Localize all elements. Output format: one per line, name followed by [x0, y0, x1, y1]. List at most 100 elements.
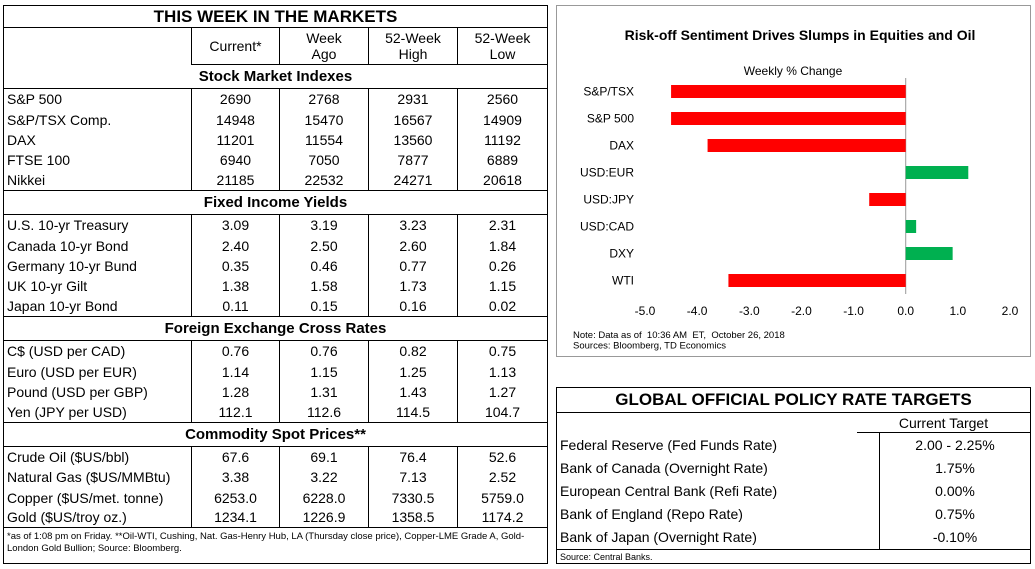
bar: [671, 112, 906, 125]
table-cell: 2690: [191, 89, 279, 110]
table-cell: 3.22: [279, 467, 368, 488]
x-tick-label: 1.0: [950, 304, 967, 318]
row-label: Federal Reserve (Fed Funds Rate): [557, 433, 880, 457]
row-label: Pound (USD per GBP): [7, 383, 148, 400]
table-cell: 2.40: [191, 235, 279, 256]
table-cell: 1234.1: [191, 507, 279, 529]
table-cell: 1.84: [457, 235, 547, 256]
y-tick-label: DXY: [609, 247, 634, 261]
row-label: C$ (USD per CAD): [7, 343, 126, 360]
column-header: Week Ago: [279, 28, 368, 65]
table-cell: -0.10%: [932, 529, 978, 546]
x-tick-label: -5.0: [635, 304, 656, 318]
row-label: Yen (JPY per USD): [4, 402, 191, 423]
column-header: Current*: [191, 28, 279, 65]
y-tick-label: USD:JPY: [583, 193, 634, 207]
bar: [869, 193, 906, 206]
table-cell: 15470: [279, 109, 368, 130]
table-cell: 7.13: [368, 467, 457, 488]
table-cell: 114.5: [368, 402, 457, 423]
table-cell: 0.02: [457, 296, 547, 317]
x-tick-label: 2.0: [1002, 304, 1019, 318]
table-cell: 0.46: [279, 255, 368, 277]
row-label: Bank of Canada (Overnight Rate): [557, 456, 880, 480]
row-label: U.S. 10-yr Treasury: [7, 217, 129, 234]
row-label: Crude Oil ($US/bbl): [7, 448, 130, 465]
bar: [905, 247, 953, 260]
table-cell: 2.00 - 2.25%: [915, 436, 995, 453]
y-tick-label: S&P 500: [587, 112, 634, 126]
section-header: Foreign Exchange Cross Rates: [4, 317, 547, 341]
table-cell: 14948: [191, 109, 279, 130]
table-title: THIS WEEK IN THE MARKETS: [4, 6, 547, 28]
table-cell: 0.11: [191, 296, 279, 317]
table-cell: 1358.5: [368, 507, 457, 529]
table-cell: 104.7: [457, 402, 547, 423]
markets-table: THIS WEEK IN THE MARKETS Current* Week Ago…: [3, 5, 548, 564]
table-title: GLOBAL OFFICIAL POLICY RATE TARGETS: [557, 388, 1030, 413]
table-cell: 2.60: [368, 235, 457, 256]
bar: [671, 85, 906, 98]
table-cell: 0.75%: [935, 506, 975, 523]
policy-table: GLOBAL OFFICIAL POLICY RATE TARGETS Curre…: [556, 387, 1031, 564]
table-cell: 3.19: [279, 215, 368, 236]
y-tick-label: S&P/TSX: [583, 85, 634, 99]
table-cell: 1.58: [279, 276, 368, 297]
table-cell: 11554: [279, 129, 368, 151]
table-cell: 7877: [368, 150, 457, 171]
table-cell: 1.73: [368, 276, 457, 297]
table-cell: 20618: [457, 170, 547, 191]
column-header: 52-Week Low: [457, 28, 547, 65]
bar: [707, 139, 906, 152]
source: Source: Central Banks.: [557, 549, 1030, 563]
table-cell: 0.76: [191, 341, 279, 362]
x-tick-label: -1.0: [843, 304, 864, 318]
row-label: S&P 500: [7, 91, 63, 108]
bar: [728, 274, 906, 287]
table-cell: 1.31: [279, 381, 368, 403]
table-cell: 69.1: [279, 446, 368, 467]
table-cell: 0.76: [279, 341, 368, 362]
table-cell: 2768: [279, 89, 368, 110]
section-header: Stock Market Indexes: [4, 65, 547, 89]
table-cell: 6228.0: [279, 487, 368, 508]
y-tick-label: USD:CAD: [580, 220, 634, 234]
row-label: FTSE 100: [7, 152, 71, 169]
table-cell: 22532: [279, 170, 368, 191]
row-label: Copper ($US/met. tonne): [7, 489, 164, 506]
row-label: Gold ($US/troy oz.): [4, 508, 191, 529]
chart-note: Note: Data as of 10:36 AM ET, October 26…: [573, 330, 785, 341]
table-cell: 6253.0: [191, 487, 279, 508]
table-cell: 0.26: [457, 255, 547, 277]
table-cell: 3.09: [191, 215, 279, 236]
row-label: Natural Gas ($US/MMBtu): [7, 469, 171, 486]
y-tick-label: WTI: [612, 274, 634, 288]
table-cell: 14909: [457, 109, 547, 130]
table-cell: 1.15: [457, 276, 547, 297]
table-cell: 16567: [368, 109, 457, 130]
y-tick-label: DAX: [609, 139, 634, 153]
table-cell: 1.25: [368, 361, 457, 382]
table-cell: 76.4: [368, 446, 457, 467]
x-tick-label: -2.0: [791, 304, 812, 318]
table-cell: 1.15: [279, 361, 368, 382]
table-cell: 1.14: [191, 361, 279, 382]
row-label: European Central Bank (Refi Rate): [557, 479, 880, 503]
row-label: Japan 10-yr Bond: [4, 297, 191, 317]
chart-title: Risk-off Sentiment Drives Slumps in Equi…: [625, 27, 976, 43]
table-cell: 52.6: [457, 446, 547, 467]
row-label: Germany 10-yr Bund: [7, 257, 137, 274]
table-cell: 6940: [191, 150, 279, 171]
column-header: Current Target: [857, 413, 1030, 433]
y-tick-label: USD:EUR: [580, 166, 634, 180]
row-label: Bank of Japan (Overnight Rate): [557, 525, 880, 549]
table-cell: 24271: [368, 170, 457, 191]
table-cell: 3.38: [191, 467, 279, 488]
table-cell: 1.13: [457, 361, 547, 382]
table-cell: 67.6: [191, 446, 279, 467]
table-cell: 2931: [368, 89, 457, 110]
table-cell: 13560: [368, 129, 457, 151]
table-cell: 1.43: [368, 381, 457, 403]
table-cell: 0.00%: [935, 482, 975, 499]
